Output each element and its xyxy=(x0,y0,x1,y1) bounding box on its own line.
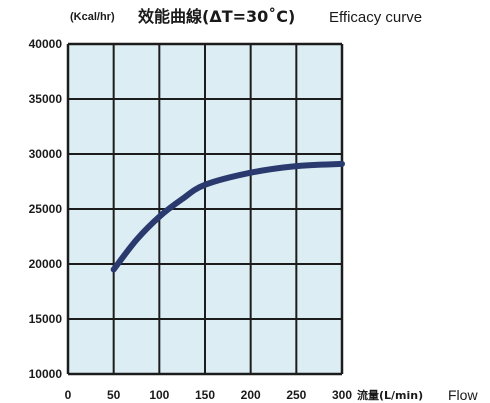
y-tick-label: 30000 xyxy=(29,147,63,161)
chart-title: 效能曲線(ΔT=30˚C) xyxy=(138,7,295,26)
x-tick-label: 300 xyxy=(332,388,352,402)
x-tick-label: 200 xyxy=(241,388,261,402)
y-tick-label: 15000 xyxy=(29,312,63,326)
y-tick-label: 35000 xyxy=(29,92,63,106)
y-tick-label: 10000 xyxy=(29,367,63,381)
x-tick-label: 100 xyxy=(149,388,169,402)
x-axis-ticks: 0 50 100 150 200 250 300 xyxy=(65,388,353,402)
series-line xyxy=(110,160,345,273)
y-tick-label: 20000 xyxy=(29,257,63,271)
x-tick-label: 250 xyxy=(286,388,306,402)
grid xyxy=(66,42,344,376)
y-tick-label: 40000 xyxy=(29,37,63,51)
x-tick-label: 50 xyxy=(107,388,121,402)
y-tick-label: 25000 xyxy=(29,202,63,216)
y-axis-ticks: 10000 15000 20000 25000 30000 35000 40000 xyxy=(29,37,63,381)
chart-title-en: Efficacy curve xyxy=(329,9,422,26)
x-axis-label: 流量(L/min) xyxy=(357,388,423,402)
y-axis-unit: (Kcal/hr) xyxy=(70,11,115,23)
x-axis-label-en: Flow xyxy=(448,387,478,403)
x-tick-label: 0 xyxy=(65,388,72,402)
x-tick-label: 150 xyxy=(195,388,215,402)
